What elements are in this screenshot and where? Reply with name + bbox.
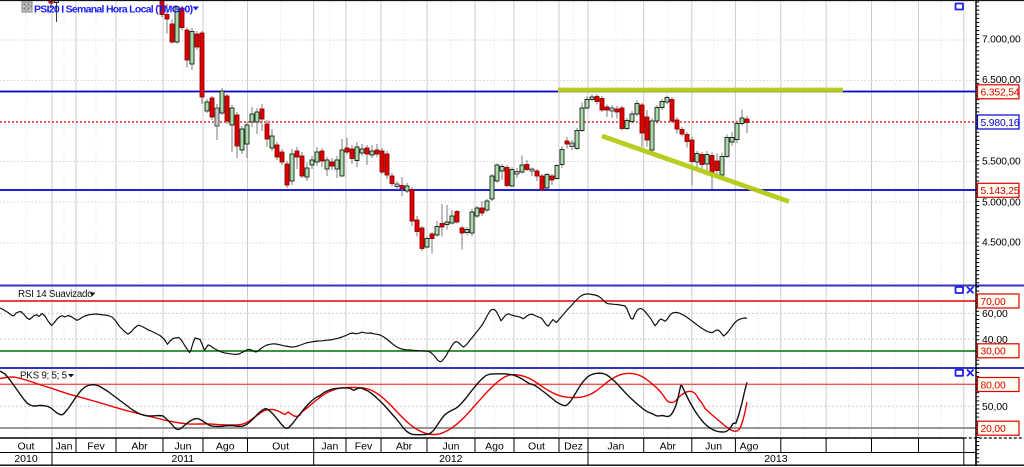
svg-text:Jan: Jan <box>321 441 338 453</box>
svg-text:Ago: Ago <box>216 441 235 453</box>
svg-text:Jun: Jun <box>705 441 722 453</box>
svg-text:5.980,16: 5.980,16 <box>981 118 1020 129</box>
svg-text:6.500,00: 6.500,00 <box>982 75 1021 86</box>
svg-text:RSI 14 Suavizado: RSI 14 Suavizado <box>18 289 93 300</box>
svg-text:Ago: Ago <box>740 441 759 453</box>
svg-text:Jun: Jun <box>175 441 192 453</box>
svg-text:Dez: Dez <box>564 441 583 453</box>
svg-text:Jan: Jan <box>607 441 624 453</box>
svg-text:Abr: Abr <box>396 441 413 453</box>
svg-text:Fev: Fev <box>355 441 373 453</box>
svg-text:2010: 2010 <box>14 453 38 465</box>
svg-text:Out: Out <box>18 441 35 453</box>
svg-text:70,00: 70,00 <box>981 297 1006 308</box>
svg-text:50,00: 50,00 <box>982 402 1008 413</box>
svg-text:Fev: Fev <box>87 441 105 453</box>
svg-text:Out: Out <box>272 441 289 453</box>
svg-text:40,00: 40,00 <box>982 335 1008 346</box>
svg-text:5.500,00: 5.500,00 <box>982 156 1021 167</box>
svg-text:2012: 2012 <box>439 453 463 465</box>
svg-text:PSI20 I Semanal Hora Local (TM: PSI20 I Semanal Hora Local (TMG+0) <box>34 4 193 16</box>
svg-text:Abr: Abr <box>660 441 677 453</box>
svg-text:30,00: 30,00 <box>981 347 1006 358</box>
svg-text:5.000,00: 5.000,00 <box>982 197 1021 208</box>
svg-text:Ago: Ago <box>485 441 504 453</box>
svg-text:60,00: 60,00 <box>982 309 1008 320</box>
svg-text:2011: 2011 <box>172 453 195 465</box>
svg-text:5.143,25: 5.143,25 <box>981 186 1020 197</box>
svg-text:7.000,00: 7.000,00 <box>982 34 1021 45</box>
svg-text:80,00: 80,00 <box>981 380 1006 391</box>
svg-text:Jan: Jan <box>56 441 73 453</box>
svg-text:Out: Out <box>528 441 545 453</box>
svg-text:Jun: Jun <box>443 441 460 453</box>
svg-text:20,00: 20,00 <box>981 424 1006 435</box>
svg-text:Abr: Abr <box>131 441 148 453</box>
svg-text:PKS 9; 5; 5: PKS 9; 5; 5 <box>20 371 68 382</box>
svg-text:2013: 2013 <box>764 453 788 465</box>
svg-text:4.500,00: 4.500,00 <box>982 237 1021 248</box>
svg-text:6.352,54: 6.352,54 <box>981 88 1020 99</box>
